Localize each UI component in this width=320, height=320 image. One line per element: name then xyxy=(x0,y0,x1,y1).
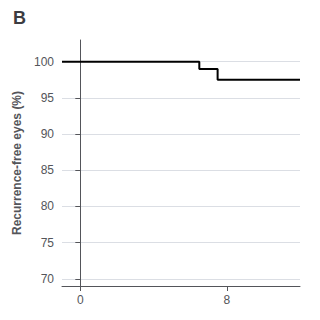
svg-text:90: 90 xyxy=(41,127,55,141)
svg-text:8: 8 xyxy=(223,293,230,307)
svg-text:Recurrence-free eyes (%): Recurrence-free eyes (%) xyxy=(10,91,24,235)
svg-text:0: 0 xyxy=(77,293,84,307)
svg-text:B: B xyxy=(13,8,26,28)
svg-text:75: 75 xyxy=(41,236,55,250)
svg-text:70: 70 xyxy=(41,272,55,286)
svg-text:100: 100 xyxy=(34,55,54,69)
svg-text:85: 85 xyxy=(41,163,55,177)
svg-text:95: 95 xyxy=(41,91,55,105)
svg-text:80: 80 xyxy=(41,199,55,213)
